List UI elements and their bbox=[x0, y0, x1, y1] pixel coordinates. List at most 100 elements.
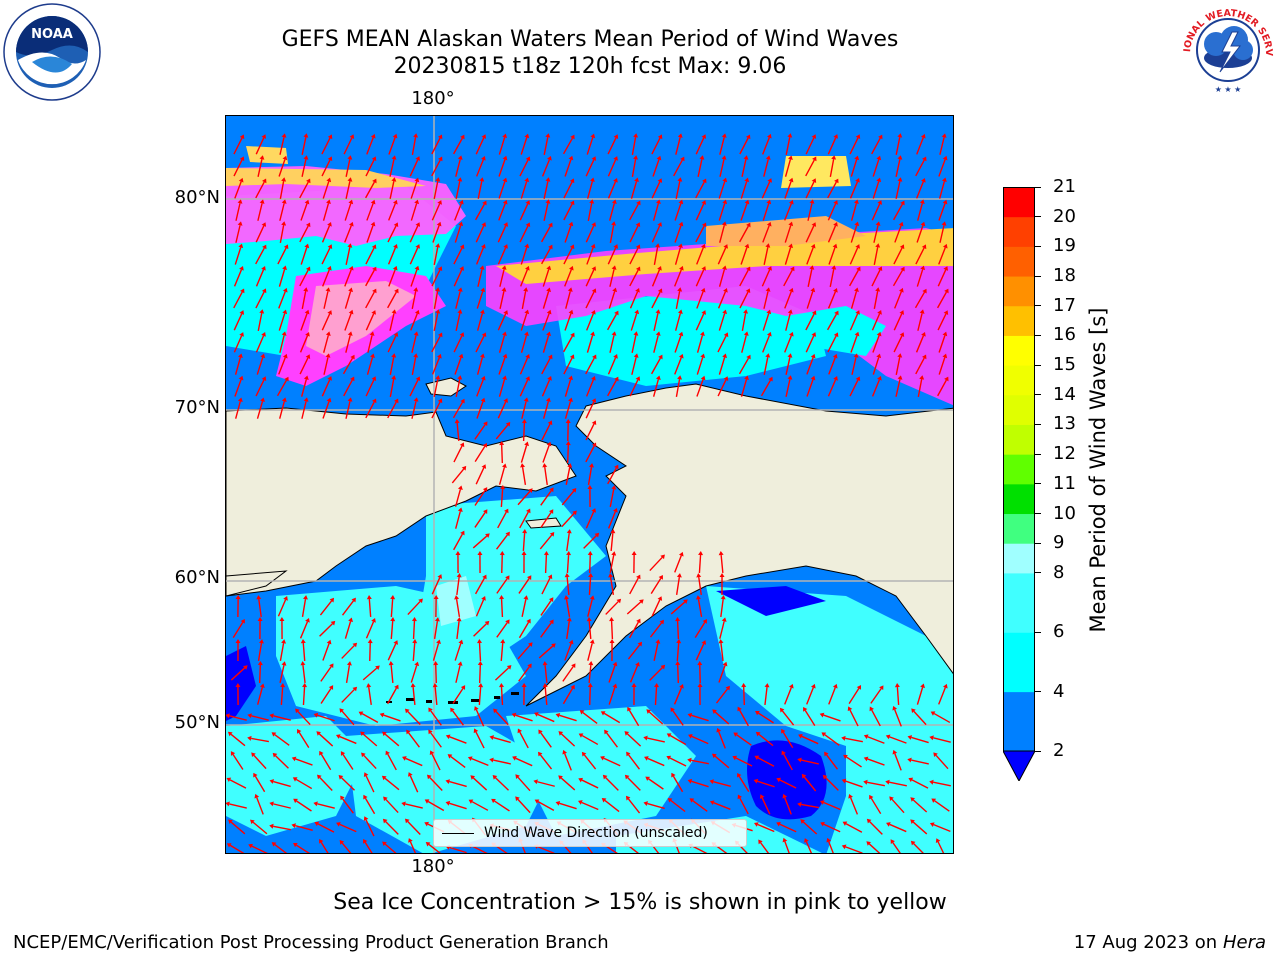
wave-arrow bbox=[453, 269, 463, 287]
wave-arrow-head bbox=[834, 178, 839, 184]
wave-arrow-head bbox=[305, 617, 310, 623]
colorbar-under-triangle bbox=[1003, 750, 1035, 781]
wave-arrow bbox=[825, 754, 839, 770]
wave-arrow bbox=[431, 577, 441, 595]
wave-arrow-head bbox=[741, 683, 747, 688]
wave-arrow-head bbox=[546, 441, 552, 447]
wave-arrow-head bbox=[611, 485, 617, 490]
colorbar-bin-10-11 bbox=[1003, 483, 1035, 515]
wave-arrow bbox=[365, 247, 375, 265]
wave-arrow-head bbox=[633, 353, 639, 358]
wave-arrow bbox=[519, 159, 529, 177]
wave-arrow-head bbox=[402, 756, 407, 761]
wave-arrow-head bbox=[515, 774, 520, 779]
wave-arrow bbox=[478, 664, 482, 684]
wave-arrow-head bbox=[876, 155, 882, 161]
wave-arrow-head bbox=[261, 134, 267, 139]
wave-arrow bbox=[543, 137, 549, 155]
wave-arrow-head bbox=[382, 731, 387, 737]
date-stamp: 17 Aug 2023 on Hera bbox=[1074, 932, 1266, 953]
wave-arrow bbox=[784, 335, 792, 353]
wave-arrow-head bbox=[723, 287, 728, 293]
wave-arrow bbox=[343, 137, 353, 155]
wave-arrow-head bbox=[611, 199, 617, 204]
wave-arrow-head bbox=[238, 375, 244, 381]
wave-arrow-head bbox=[657, 266, 662, 271]
wave-arrow bbox=[257, 643, 263, 661]
wave-arrow bbox=[603, 757, 621, 767]
wave-arrow bbox=[609, 269, 615, 287]
wave-arrow bbox=[299, 621, 309, 639]
wave-arrow bbox=[609, 576, 615, 596]
wave-arrow bbox=[691, 759, 709, 765]
wave-arrow bbox=[361, 713, 379, 723]
wave-arrow bbox=[589, 554, 591, 574]
wave-arrow-head bbox=[348, 265, 354, 271]
wave-arrow bbox=[233, 291, 243, 309]
wave-arrow-head bbox=[523, 595, 529, 600]
wave-arrow bbox=[230, 667, 246, 681]
wave-arrow-head bbox=[350, 354, 355, 360]
wave-arrow bbox=[717, 335, 727, 353]
wave-arrow bbox=[714, 711, 730, 725]
wave-arrow bbox=[233, 137, 243, 155]
wave-arrow bbox=[650, 578, 662, 594]
wave-arrow-head bbox=[413, 397, 419, 402]
wave-arrow-head bbox=[568, 221, 574, 227]
wave-arrow bbox=[278, 313, 286, 331]
wave-arrow bbox=[301, 401, 307, 419]
wave-arrow bbox=[368, 686, 372, 706]
wave-arrow-head bbox=[897, 353, 903, 358]
wave-arrow bbox=[782, 731, 794, 749]
wave-arrow bbox=[449, 736, 467, 744]
wave-arrow bbox=[849, 379, 859, 397]
wave-arrow-head bbox=[655, 309, 661, 314]
wave-arrow bbox=[938, 159, 946, 177]
wave-arrow bbox=[365, 269, 375, 287]
wave-arrow bbox=[454, 203, 462, 221]
wave-arrow-head bbox=[548, 509, 554, 514]
wave-arrow-head bbox=[587, 485, 593, 490]
wave-arrow-head bbox=[594, 532, 600, 538]
wave-arrow bbox=[542, 401, 550, 419]
wave-arrow-head bbox=[811, 222, 817, 227]
wave-arrow-head bbox=[340, 795, 345, 801]
wave-arrow-head bbox=[856, 685, 862, 690]
wave-direction-arrows bbox=[226, 133, 951, 853]
wave-arrow bbox=[849, 313, 859, 331]
wave-arrow-head bbox=[437, 134, 443, 140]
wave-arrow-head bbox=[481, 596, 486, 601]
wave-arrow-head bbox=[788, 199, 794, 205]
wave-arrow-head bbox=[656, 155, 662, 161]
wave-arrow bbox=[235, 401, 241, 419]
wave-arrow bbox=[718, 181, 726, 199]
wave-arrow bbox=[559, 714, 577, 722]
wave-arrow bbox=[257, 313, 263, 331]
wave-arrow bbox=[366, 137, 374, 155]
wave-arrow-head bbox=[351, 597, 356, 603]
wave-arrow bbox=[784, 159, 792, 177]
wave-arrow bbox=[871, 269, 881, 287]
wave-arrow-head bbox=[942, 155, 948, 161]
wave-arrow-head bbox=[525, 376, 530, 381]
wave-arrow bbox=[254, 775, 266, 793]
wave-arrow-head bbox=[526, 508, 531, 514]
wave-arrow bbox=[867, 781, 885, 787]
wave-arrow bbox=[762, 335, 770, 353]
wave-arrow bbox=[675, 291, 681, 309]
wave-arrow bbox=[933, 712, 951, 724]
wave-arrow bbox=[322, 203, 330, 221]
wave-arrow-head bbox=[548, 244, 553, 250]
wave-arrow bbox=[409, 159, 419, 177]
wave-arrow-head bbox=[524, 177, 530, 183]
wave-arrow-head bbox=[657, 596, 663, 601]
wave-arrow-head bbox=[329, 597, 335, 603]
wave-arrow bbox=[319, 777, 333, 791]
wave-arrow bbox=[696, 335, 704, 353]
wave-arrow-head bbox=[347, 243, 353, 248]
wave-arrow-head bbox=[521, 551, 527, 556]
wave-arrow bbox=[911, 736, 929, 744]
wave-arrow-head bbox=[613, 244, 618, 249]
wave-arrow-head bbox=[670, 707, 675, 713]
wave-arrow bbox=[652, 203, 660, 221]
